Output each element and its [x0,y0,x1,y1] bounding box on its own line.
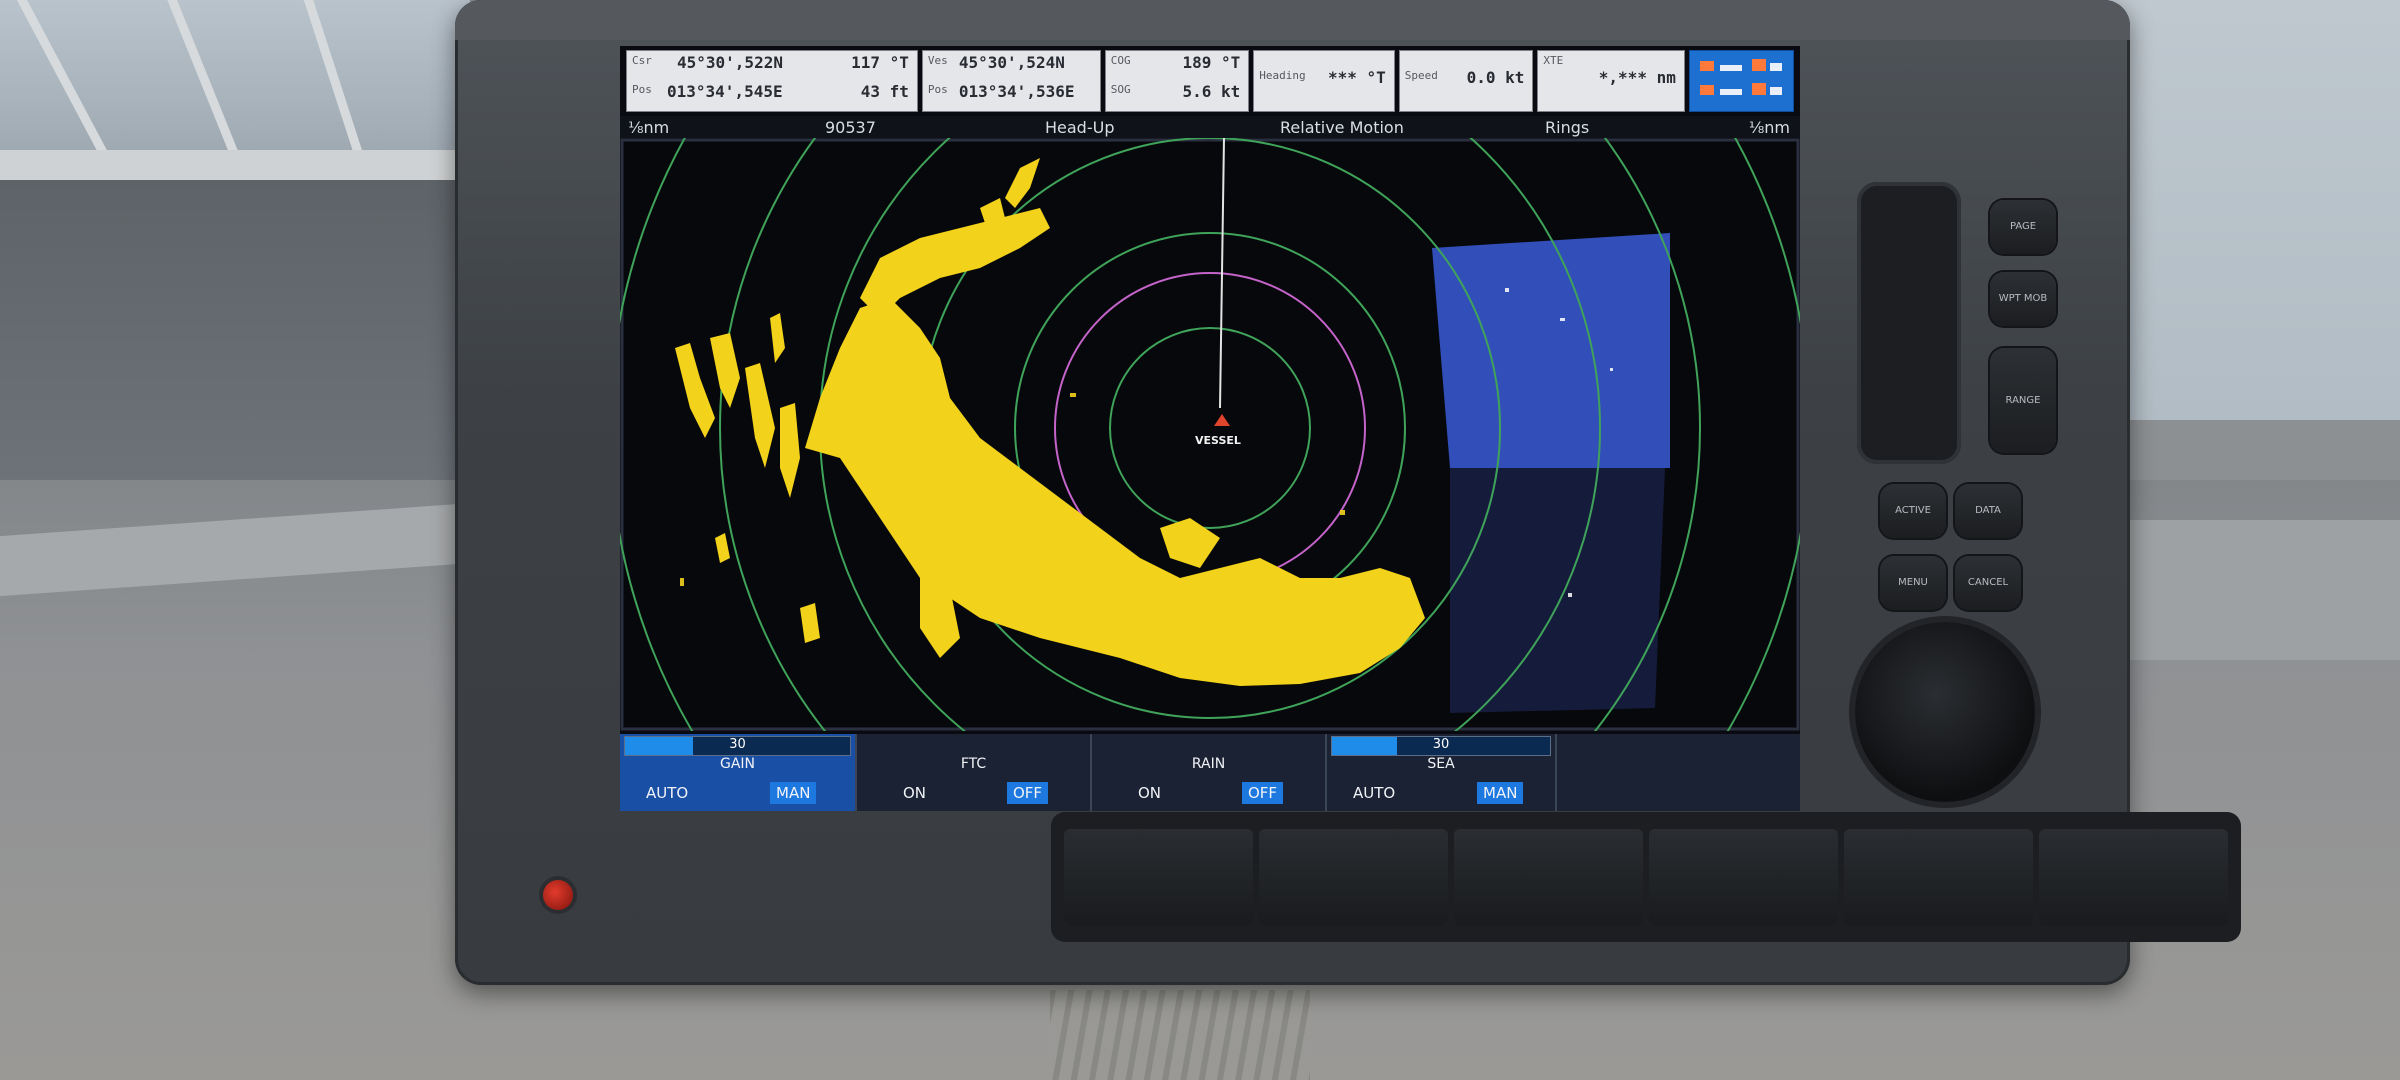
cursor-position-cell[interactable]: Csr 45°30',522N 117 °T Pos 013°34',545E … [626,50,918,112]
data-key[interactable]: DATA [1955,484,2021,538]
rain-off-option[interactable]: OFF [1242,782,1284,804]
gain-title: GAIN [719,756,756,772]
cog-value: 189 °T [1182,53,1241,72]
rain-control[interactable]: RAIN ON OFF [1092,734,1327,811]
range-left[interactable]: ⅛nm [628,118,670,137]
rain-on-option[interactable]: ON [1138,784,1162,802]
sog-label: SOG [1110,83,1131,96]
speed-value: 0.0 kt [1466,68,1525,87]
ftc-title: FTC [960,756,987,772]
bezel-top [455,0,2130,40]
sea-level-fill [1332,737,1398,755]
status-id: 90537 [825,118,876,137]
range-key-label: RANGE [2005,395,2041,406]
sea-level-value: 30 [1432,737,1450,752]
vessel-marker-icon [1214,414,1230,426]
cursor-pos-label: Pos [632,83,652,96]
wpt-key-label: WPT MOB [1998,293,2048,304]
motion-mode[interactable]: Relative Motion [1280,118,1404,137]
gain-man-option[interactable]: MAN [770,782,817,804]
sea-level-bar[interactable]: 30 [1331,736,1551,756]
sea-title: SEA [1427,756,1455,772]
cursor-latitude: 45°30',522N [677,53,783,72]
radar-screen: Csr 45°30',522N 117 °T Pos 013°34',545E … [620,46,1800,811]
vessel-latitude: 45°30',524N [958,53,1065,72]
cursor-bearing: 117 °T [851,53,909,72]
vessel-pos-label: Pos [927,83,948,96]
ftc-control[interactable]: FTC ON OFF [857,734,1092,811]
cog-sog-cell[interactable]: COG 189 °T SOG 5.6 kt [1104,50,1250,112]
satellite-icon [1699,59,1782,95]
rings-label[interactable]: Rings [1545,118,1590,137]
chart-overlay-shadow [1450,468,1665,713]
radar-control-strip: 30 GAIN AUTO MAN FTC ON OFF RAIN ON OFF … [620,734,1800,811]
radar-echoes [675,158,1425,686]
active-key-label: ACTIVE [1895,505,1931,516]
cursor-distance: 43 ft [860,82,909,101]
cancel-key-label: CANCEL [1967,577,2009,588]
softkey-strip [1051,812,2241,942]
cancel-key[interactable]: CANCEL [1955,556,2021,610]
radar-display[interactable]: VESSEL [620,138,1800,731]
ftc-off-option[interactable]: OFF [1007,782,1049,804]
gain-level-value: 30 [729,737,746,752]
menu-key[interactable]: MENU [1880,556,1946,610]
range-key[interactable]: RANGE [1990,348,2056,453]
softkey-3[interactable] [1454,829,1643,925]
cursor-label: Csr [632,54,652,67]
trackpad[interactable] [1857,182,1961,464]
range-ring [1109,327,1311,529]
power-indicator-icon[interactable] [543,880,573,910]
sea-control[interactable]: 30 SEA AUTO MAN [1327,734,1557,811]
softkey-5[interactable] [1844,829,2033,925]
chart-overlay-patch [1432,233,1670,468]
orientation-mode[interactable]: Head-Up [1045,118,1115,137]
sea-auto-option[interactable]: AUTO [1353,784,1396,802]
radar-frame [620,138,1800,731]
softkey-2[interactable] [1259,829,1448,925]
speed-cell[interactable]: Speed 0.0 kt [1398,50,1534,112]
blank-control [1557,734,1800,811]
gain-auto-option[interactable]: AUTO [646,784,689,802]
vessel-label-text: Ves [927,54,948,67]
speed-label: Speed [1404,69,1438,82]
cog-label: COG [1110,54,1131,67]
gain-control[interactable]: 30 GAIN AUTO MAN [620,734,857,811]
page-key-label: PAGE [2009,221,2037,232]
gain-level-bar[interactable]: 30 [624,736,851,756]
radar-sweep [620,138,1800,731]
active-key[interactable]: ACTIVE [1880,484,1946,538]
gps-status-icon[interactable] [1688,50,1795,112]
heading-cell[interactable]: Heading *** °T [1253,50,1395,112]
xte-value: *,*** nm [1598,68,1676,87]
range-ring [719,138,1701,731]
softkey-4[interactable] [1649,829,1838,925]
vessel-longitude: 013°34',536E [958,82,1075,101]
heading-value: *** °T [1327,68,1386,87]
sog-value: 5.6 kt [1182,82,1241,101]
rain-title: RAIN [1191,756,1226,772]
page-key[interactable]: PAGE [1990,200,2056,254]
range-right[interactable]: ⅛nm [1748,118,1790,137]
xte-cell[interactable]: XTE *,*** nm [1537,50,1685,112]
radar-status-line: ⅛nm 90537 Head-Up Relative Motion Rings … [620,116,1800,138]
rotary-knob[interactable] [1855,622,2035,802]
data-key-label: DATA [1975,505,2001,516]
softkey-1[interactable] [1064,829,1253,925]
vessel-position-cell[interactable]: Ves 45°30',524N Pos 013°34',536E [921,50,1101,112]
heading-label: Heading [1259,69,1306,82]
heading-line [1219,138,1225,409]
menu-key-label: MENU [1898,577,1928,588]
dashboard-reflection [1050,990,1310,1080]
vessel-label: VESSEL [1195,434,1241,447]
ftc-on-option[interactable]: ON [903,784,927,802]
softkey-6[interactable] [2039,829,2228,925]
sea-man-option[interactable]: MAN [1477,782,1524,804]
data-bar: Csr 45°30',522N 117 °T Pos 013°34',545E … [626,50,1795,112]
gain-level-fill [625,737,693,755]
xte-label: XTE [1543,54,1564,67]
cursor-longitude: 013°34',545E [667,82,783,101]
dashboard-right [2100,520,2400,660]
wpt-mob-key[interactable]: WPT MOB [1990,272,2056,326]
